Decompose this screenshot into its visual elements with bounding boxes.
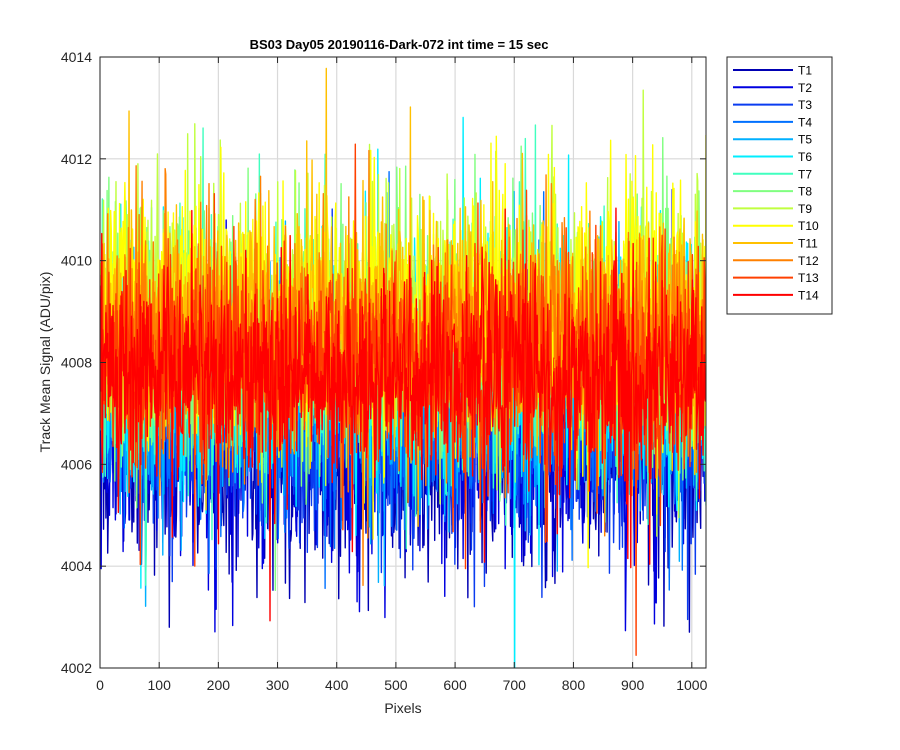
y-tick-label: 4012: [61, 151, 92, 167]
legend-box: [726, 56, 833, 315]
legend-label-t4: T4: [798, 115, 812, 129]
x-tick-label: 600: [443, 677, 467, 693]
x-tick-label: 0: [96, 677, 104, 693]
legend-label-t13: T13: [798, 271, 819, 285]
series-line-t14: [100, 207, 706, 622]
y-tick-label: 4006: [61, 456, 92, 472]
y-tick-label: 4004: [61, 558, 92, 574]
x-tick-label: 200: [207, 677, 231, 693]
x-axis: 0 100 200 300 400 500 600 700 800 900 1000: [96, 57, 708, 693]
x-tick-label: 800: [562, 677, 586, 693]
x-tick-label: 500: [384, 677, 408, 693]
legend-label-t6: T6: [798, 150, 812, 164]
legend-label-t1: T1: [798, 64, 812, 78]
x-axis-label: Pixels: [384, 700, 421, 716]
legend-label-t12: T12: [798, 254, 819, 268]
x-tick-label: 100: [148, 677, 172, 693]
y-tick-label: 4008: [61, 355, 92, 371]
x-tick-label: 900: [621, 677, 645, 693]
legend-label-t2: T2: [798, 81, 812, 95]
x-tick-label: 1000: [676, 677, 707, 693]
legend-label-t9: T9: [798, 202, 812, 216]
legend-label-t14: T14: [798, 288, 819, 302]
y-tick-label: 4014: [61, 49, 92, 65]
legend-label-t3: T3: [798, 98, 812, 112]
legend-label-t7: T7: [798, 167, 812, 181]
y-axis: 4002 4004 4006 4008 4010 4012 4014: [61, 49, 706, 676]
x-tick-label: 700: [503, 677, 527, 693]
y-axis-label: Track Mean Signal (ADU/pix): [37, 272, 53, 453]
y-tick-label: 4010: [61, 253, 92, 269]
legend-label-t5: T5: [798, 133, 812, 147]
chart-title: BS03 Day05 20190116-Dark-072 int time = …: [250, 37, 549, 52]
y-tick-label: 4002: [61, 660, 92, 676]
legend: T1 T2 T3 T4 T5 T6 T7 T8 T9 T10 T11 T12 T13 T14: [726, 56, 833, 315]
legend-label-t8: T8: [798, 185, 812, 199]
legend-label-t11: T11: [798, 237, 818, 251]
x-tick-label: 300: [266, 677, 290, 693]
x-tick-label: 400: [325, 677, 349, 693]
series-layer: [100, 67, 706, 668]
legend-label-t10: T10: [798, 219, 819, 233]
